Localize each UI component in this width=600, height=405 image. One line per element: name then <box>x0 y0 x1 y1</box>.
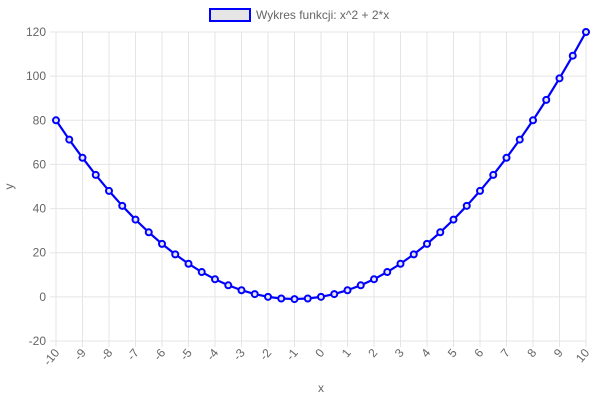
x-tick-label: -6 <box>151 346 169 363</box>
x-tick-label: 7 <box>498 346 513 360</box>
legend[interactable]: Wykres funkcji: x^2 + 2*x <box>209 8 389 22</box>
data-point[interactable] <box>383 268 392 277</box>
data-point[interactable] <box>65 135 74 144</box>
y-tick-label: -20 <box>29 334 47 348</box>
data-point[interactable] <box>184 259 193 268</box>
data-point[interactable] <box>515 135 524 144</box>
x-tick-label: -1 <box>283 346 301 363</box>
data-point[interactable] <box>131 215 140 224</box>
data-point[interactable] <box>144 228 153 237</box>
data-point[interactable] <box>529 116 537 125</box>
data-point[interactable] <box>211 275 219 284</box>
y-tick-label: 120 <box>26 25 46 39</box>
x-tick-label: 6 <box>471 346 486 360</box>
y-tick-label: 100 <box>26 69 46 83</box>
x-tick-label: -5 <box>177 346 195 363</box>
y-tick-label: 80 <box>33 113 47 127</box>
data-point[interactable] <box>502 153 511 162</box>
data-point[interactable] <box>171 250 180 259</box>
data-point[interactable] <box>489 170 498 179</box>
data-point[interactable] <box>277 294 286 303</box>
x-tick-label: -2 <box>257 346 275 363</box>
data-point[interactable] <box>290 295 299 304</box>
data-point[interactable] <box>118 201 127 210</box>
data-point[interactable] <box>224 281 233 290</box>
data-point[interactable] <box>343 286 352 295</box>
y-axis-ticks: -20 0 20 40 60 80 100 120 <box>26 25 46 348</box>
data-point[interactable] <box>78 153 87 162</box>
data-point[interactable] <box>462 201 471 210</box>
x-tick-label: -7 <box>124 346 142 363</box>
x-tick-label: 5 <box>445 346 460 360</box>
data-point[interactable] <box>396 259 405 268</box>
data-point[interactable] <box>317 292 325 301</box>
x-tick-label: -8 <box>98 346 116 363</box>
x-axis-label: x <box>318 381 324 395</box>
x-tick-label: 2 <box>365 346 380 360</box>
data-point[interactable] <box>423 239 431 248</box>
data-point[interactable] <box>91 170 100 179</box>
y-tick-label: 20 <box>33 246 47 260</box>
x-tick-label: 9 <box>551 346 566 360</box>
x-tick-label: 8 <box>524 346 539 360</box>
x-tick-label: 10 <box>573 346 593 365</box>
data-point[interactable] <box>409 250 418 259</box>
data-point[interactable] <box>158 239 166 248</box>
data-point[interactable] <box>197 268 206 277</box>
data-point[interactable] <box>356 281 365 290</box>
data-point[interactable] <box>555 74 564 83</box>
data-point[interactable] <box>542 95 551 104</box>
x-tick-label: 3 <box>392 346 407 360</box>
x-tick-label: -3 <box>230 346 248 363</box>
x-tick-label: -4 <box>204 346 222 363</box>
data-point[interactable] <box>449 215 458 224</box>
data-point[interactable] <box>436 228 445 237</box>
data-point[interactable] <box>264 292 272 301</box>
legend-swatch[interactable] <box>209 8 251 22</box>
data-point[interactable] <box>330 290 339 299</box>
x-axis-ticks: -10 -9 -8 -7 -6 -5 -4 -3 -2 -1 0 1 2 3 4 5 6 7 8 9 10 <box>40 346 592 369</box>
x-tick-label: -10 <box>40 346 62 369</box>
x-tick-label: 1 <box>339 346 354 360</box>
data-point[interactable] <box>370 275 378 284</box>
x-tick-label: -9 <box>71 346 89 363</box>
grid <box>50 31 587 347</box>
data-point[interactable] <box>105 186 113 195</box>
legend-label[interactable]: Wykres funkcji: x^2 + 2*x <box>256 8 389 22</box>
x-tick-label: 0 <box>312 346 327 360</box>
data-point[interactable] <box>237 286 246 295</box>
y-tick-label: 0 <box>39 290 46 304</box>
data-point[interactable] <box>52 116 60 125</box>
y-axis-label: y <box>2 184 16 190</box>
data-point[interactable] <box>568 51 577 60</box>
x-tick-label: 4 <box>418 346 433 360</box>
y-tick-label: 60 <box>33 157 47 171</box>
y-tick-label: 40 <box>33 202 47 216</box>
data-point[interactable] <box>250 290 259 299</box>
series-layer <box>52 28 590 304</box>
data-point[interactable] <box>582 28 590 36</box>
data-point[interactable] <box>303 294 312 303</box>
data-point[interactable] <box>476 186 484 195</box>
